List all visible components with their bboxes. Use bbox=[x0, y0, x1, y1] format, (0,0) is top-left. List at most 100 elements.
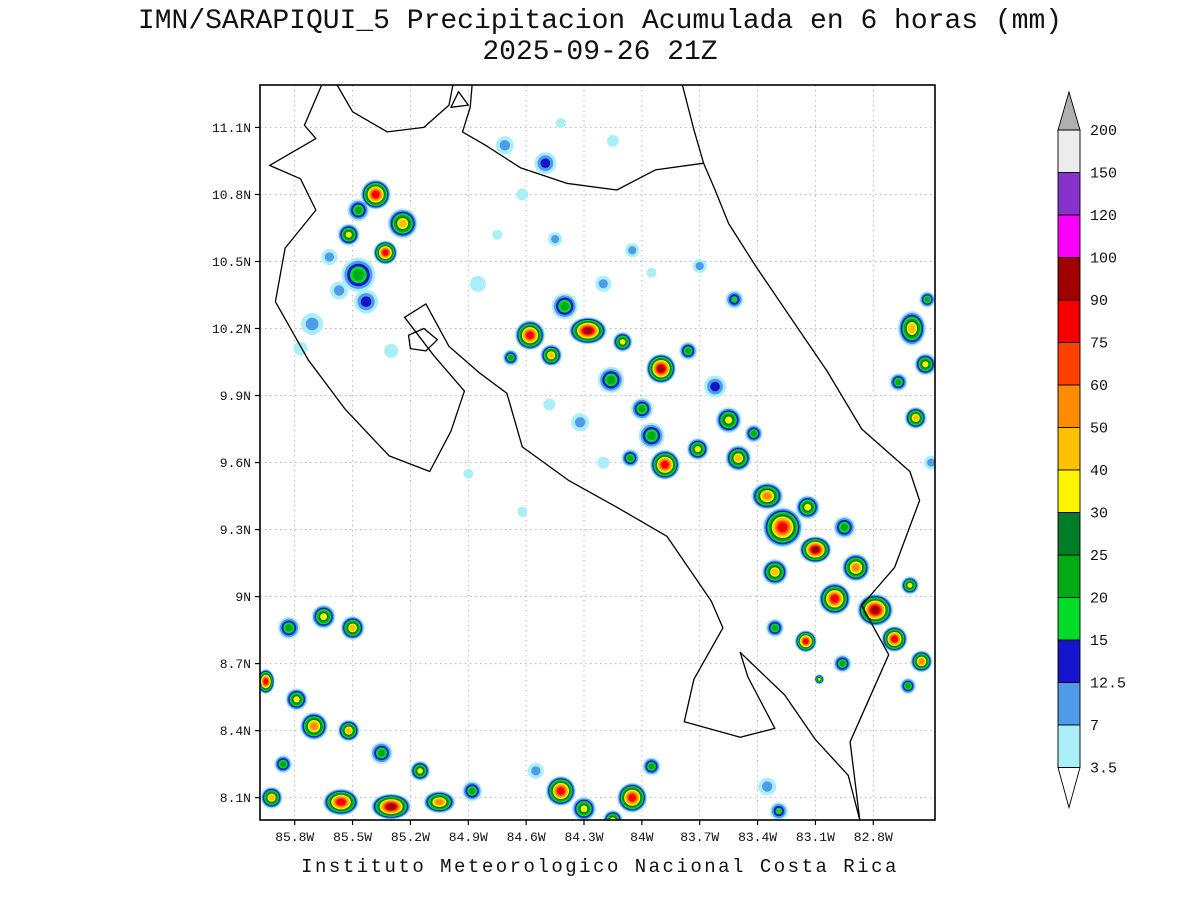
precip-cell-ring bbox=[771, 568, 779, 576]
precip-cell-ring bbox=[598, 279, 608, 289]
colorbar-segment bbox=[1057, 214, 1081, 258]
footer-credit: Instituto Meteorologico Nacional Costa R… bbox=[301, 856, 899, 878]
precip-cell-ring bbox=[551, 235, 560, 244]
precip-cell-ring bbox=[508, 355, 514, 361]
map-frame bbox=[259, 84, 936, 821]
lon-tick-label: 82.8W bbox=[854, 830, 893, 845]
precip-cell-ring bbox=[336, 798, 346, 806]
precip-cell-ring bbox=[628, 246, 637, 255]
colorbar-segment bbox=[1057, 384, 1081, 428]
lat-tick-label: 8.7N bbox=[220, 657, 251, 672]
precip-cell-ring bbox=[817, 677, 821, 681]
colorbar-label: 60 bbox=[1090, 378, 1108, 395]
precip-cell-ring bbox=[580, 805, 588, 813]
precip-cell-ring bbox=[305, 317, 319, 331]
precip-cell-ring bbox=[734, 454, 742, 462]
precip-cell-ring bbox=[417, 768, 423, 774]
precip-cell-ring bbox=[912, 415, 919, 421]
colorbar-segment bbox=[1057, 299, 1081, 343]
lat-tick-label: 9.6N bbox=[220, 456, 251, 471]
lon-tick-label: 84.3W bbox=[564, 830, 603, 845]
colorbar-label: 7 bbox=[1090, 718, 1099, 735]
colorbar-segment bbox=[1057, 682, 1081, 726]
precip-cell-ring bbox=[648, 763, 655, 770]
precipitation-layer bbox=[260, 118, 935, 820]
colorbar-segment bbox=[1057, 172, 1081, 216]
colorbar-segment bbox=[1057, 639, 1081, 683]
precip-cell-ring bbox=[927, 458, 935, 467]
colorbar-label: 3.5 bbox=[1090, 761, 1117, 778]
colorbar-label: 40 bbox=[1090, 463, 1108, 480]
colorbar-segment bbox=[1057, 597, 1081, 641]
colorbar-segment bbox=[1057, 129, 1081, 173]
precip-cell-ring bbox=[804, 503, 812, 511]
precip-cell-ring bbox=[771, 624, 778, 631]
colorbar-label: 100 bbox=[1090, 251, 1117, 268]
coastline-path-ometepe-island bbox=[450, 91, 469, 108]
precip-cell-ring bbox=[657, 365, 665, 373]
colorbar-label: 75 bbox=[1090, 336, 1108, 353]
lon-tick-label: 85.5W bbox=[333, 830, 372, 845]
precip-cell-ring bbox=[469, 275, 486, 292]
precip-cell-ring bbox=[377, 749, 386, 757]
precip-cell-ring bbox=[468, 787, 476, 795]
precip-cell-ring bbox=[661, 461, 669, 469]
precip-cell-ring bbox=[731, 296, 738, 303]
precip-cell-ring bbox=[597, 456, 610, 469]
colorbar-bottom-arrow bbox=[1057, 767, 1081, 810]
colorbar-segment bbox=[1057, 469, 1081, 513]
lon-tick-label: 83.1W bbox=[796, 830, 835, 845]
precip-cell-ring bbox=[324, 252, 334, 262]
precip-cell-ring bbox=[725, 416, 733, 424]
colorbar-segment bbox=[1057, 257, 1081, 301]
lat-tick-label: 9.9N bbox=[220, 389, 251, 404]
lon-tick-label: 84W bbox=[630, 830, 654, 845]
precip-cell-ring bbox=[310, 722, 318, 730]
coastline-path-caribbean-nicaragua bbox=[681, 85, 705, 164]
precip-cell-ring bbox=[352, 269, 364, 281]
precip-cell-ring bbox=[685, 347, 692, 354]
precip-cell-ring bbox=[285, 624, 293, 632]
precip-cell-ring bbox=[268, 794, 275, 801]
precip-cell-ring bbox=[695, 261, 704, 271]
colorbar-label: 50 bbox=[1090, 421, 1108, 438]
precip-cell-ring bbox=[555, 118, 566, 128]
precip-cell-ring bbox=[543, 398, 556, 411]
precip-cell-ring bbox=[924, 296, 930, 303]
colorbar-label: 25 bbox=[1090, 548, 1108, 565]
precip-cell-ring bbox=[463, 468, 474, 479]
precip-cell-ring bbox=[762, 781, 773, 792]
precip-cell-ring bbox=[922, 361, 929, 368]
precip-cell-ring bbox=[574, 417, 586, 428]
lon-tick-label: 85.2W bbox=[391, 830, 430, 845]
precip-cell-ring bbox=[918, 658, 925, 665]
precip-cell-ring bbox=[360, 296, 372, 308]
precip-cell-ring bbox=[840, 523, 849, 531]
precip-cell-ring bbox=[830, 595, 839, 603]
lat-tick-label: 9.3N bbox=[220, 523, 251, 538]
precip-cell-ring bbox=[775, 807, 783, 815]
precip-cell-ring bbox=[647, 431, 656, 441]
precip-cell-ring bbox=[646, 267, 657, 278]
precip-cell-ring bbox=[891, 635, 898, 643]
lat-tick-label: 8.4N bbox=[220, 724, 251, 739]
colorbar-top-arrow bbox=[1057, 90, 1081, 131]
precip-cell-ring bbox=[435, 799, 444, 805]
lon-tick-label: 83.7W bbox=[680, 830, 719, 845]
lat-tick-label: 10.5N bbox=[212, 255, 251, 270]
precip-cell-ring bbox=[492, 229, 503, 240]
precip-cell-ring bbox=[386, 803, 396, 810]
coastline-path-mainland bbox=[268, 85, 921, 820]
precip-cell-ring bbox=[905, 683, 911, 689]
lon-tick-label: 84.9W bbox=[449, 830, 488, 845]
precip-cell-ring bbox=[293, 696, 300, 703]
precip-cell-ring bbox=[606, 134, 619, 147]
colorbar-label: 12.5 bbox=[1090, 676, 1126, 693]
precip-cell-ring bbox=[871, 606, 880, 614]
precip-cell-ring bbox=[398, 219, 407, 228]
precip-cell-ring bbox=[531, 766, 541, 776]
axis-ticks: 11.1N 10.8N 10.5N 10.2N 9.9N 9.6N 9.3N 9N 8.7N 8.… bbox=[212, 121, 893, 845]
colorbar-label: 20 bbox=[1090, 591, 1108, 608]
precip-cell-ring bbox=[548, 352, 555, 359]
lon-tick-label: 85.8W bbox=[275, 830, 314, 845]
